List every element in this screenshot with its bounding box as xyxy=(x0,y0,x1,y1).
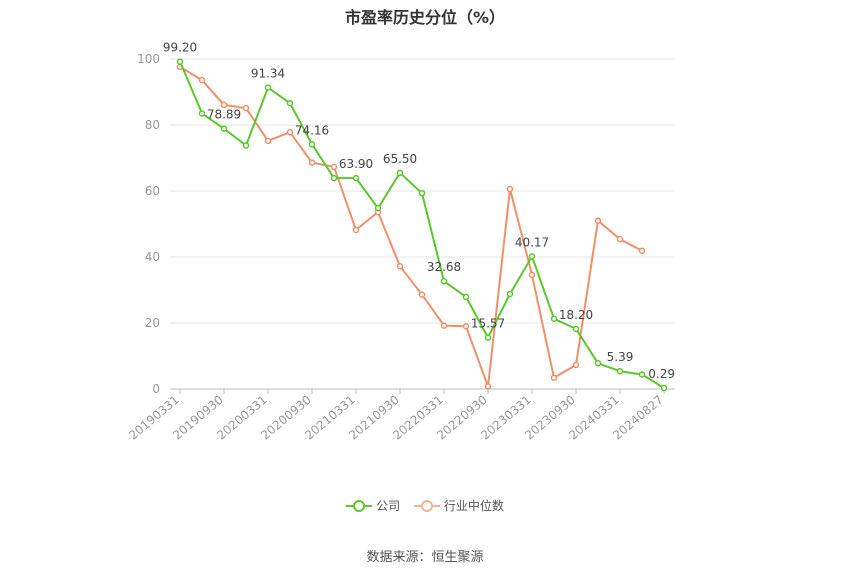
company-data-label: 63.90 xyxy=(339,157,373,171)
company-data-point xyxy=(440,277,448,285)
company-data-point xyxy=(660,384,668,392)
y-tick-label: 0 xyxy=(152,382,160,396)
y-tick-label: 80 xyxy=(145,118,160,132)
company-data-point xyxy=(396,169,404,177)
industry-data-point xyxy=(286,129,294,136)
company-data-label: 18.20 xyxy=(559,308,593,322)
company-data-point xyxy=(286,99,294,107)
industry-data-point xyxy=(352,226,360,234)
company-data-point xyxy=(220,125,228,132)
company-data-point xyxy=(594,360,602,367)
legend-swatch-company xyxy=(346,499,373,513)
company-data-point xyxy=(374,204,382,212)
company-data-point xyxy=(352,174,360,182)
company-data-point xyxy=(198,110,206,117)
industry-data-point xyxy=(506,185,514,193)
legend-swatch-industry xyxy=(413,499,440,513)
company-data-point xyxy=(264,84,272,91)
company-data-label: 91.34 xyxy=(251,67,285,81)
company-data-point xyxy=(176,58,184,65)
industry-data-point xyxy=(330,163,338,171)
industry-data-point xyxy=(308,159,316,166)
legend-label-industry: 行业中位数 xyxy=(443,499,504,513)
company-data-point xyxy=(528,253,536,260)
y-tick-label: 20 xyxy=(145,316,160,330)
company-series-line xyxy=(179,61,665,389)
company-data-point xyxy=(418,190,426,197)
industry-data-point xyxy=(264,137,272,145)
company-data-label: 99.20 xyxy=(163,41,197,55)
company-data-point xyxy=(308,141,316,148)
industry-data-point xyxy=(616,235,624,243)
legend: 公司 行业中位数 xyxy=(0,497,850,516)
y-tick-label: 100 xyxy=(137,52,160,66)
company-data-label: 0.29 xyxy=(648,367,675,381)
legend-item-industry[interactable]: 行业中位数 xyxy=(413,497,504,514)
industry-data-point xyxy=(572,361,580,369)
y-tick-label: 40 xyxy=(145,250,160,264)
industry-data-point xyxy=(242,104,250,112)
data-labels: 99.20 78.89 91.34 74.16 63.90 65.50 32.68 15.57… xyxy=(163,41,675,381)
legend-label-company: 公司 xyxy=(376,499,401,513)
series xyxy=(176,58,668,392)
industry-data-point xyxy=(594,217,602,224)
chart-title: 市盈率历史分位（%） xyxy=(344,8,506,27)
industry-data-point xyxy=(462,323,470,330)
industry-data-point xyxy=(396,262,404,270)
industry-data-point xyxy=(528,271,536,279)
industry-data-point xyxy=(220,101,228,109)
company-data-point xyxy=(550,315,558,322)
company-data-point xyxy=(462,293,470,301)
company-data-point xyxy=(242,142,250,149)
company-data-label: 5.39 xyxy=(607,350,634,364)
company-data-label: 15.57 xyxy=(471,317,505,331)
industry-data-point xyxy=(440,322,448,329)
legend-item-company[interactable]: 公司 xyxy=(346,497,400,514)
company-data-label: 32.68 xyxy=(427,260,461,274)
company-data-label: 65.50 xyxy=(383,152,417,166)
company-data-label: 40.17 xyxy=(515,235,549,249)
company-data-point xyxy=(616,367,624,375)
industry-data-point xyxy=(550,374,558,382)
company-data-point xyxy=(330,174,338,182)
data-source: 数据来源：恒生聚源 xyxy=(366,550,484,565)
industry-data-point xyxy=(638,247,646,254)
company-data-label: 74.16 xyxy=(295,123,329,137)
industry-data-point xyxy=(418,291,426,298)
company-data-point xyxy=(506,290,514,298)
industry-data-point xyxy=(198,76,206,84)
industry-data-point xyxy=(484,383,492,390)
company-data-point xyxy=(638,371,646,378)
company-data-point xyxy=(572,325,580,333)
company-data-point xyxy=(484,334,492,341)
company-data-label: 78.89 xyxy=(207,108,241,122)
y-tick-label: 60 xyxy=(145,184,160,198)
industry-series-line xyxy=(179,66,643,388)
